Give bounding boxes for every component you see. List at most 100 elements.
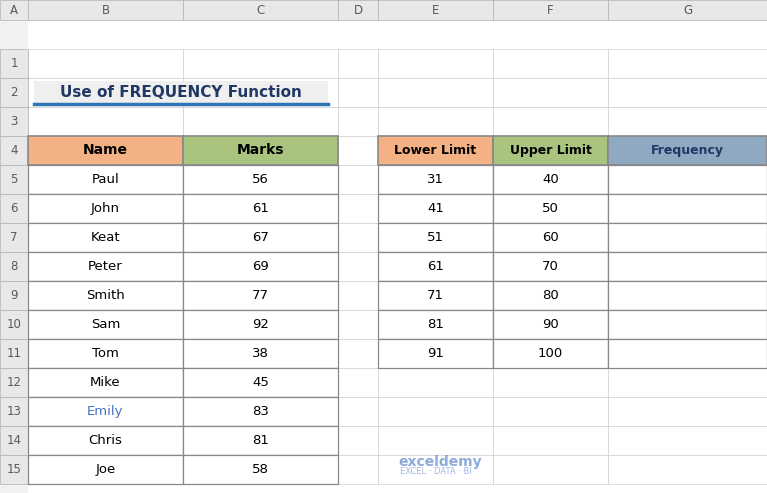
Bar <box>378 78 493 107</box>
Text: 81: 81 <box>252 434 269 447</box>
Bar <box>378 310 493 339</box>
Bar <box>0 281 28 310</box>
Text: 56: 56 <box>252 173 269 186</box>
Bar <box>28 136 183 165</box>
Bar <box>338 0 378 20</box>
Bar <box>338 78 378 107</box>
Bar <box>183 165 338 194</box>
Bar <box>28 78 183 107</box>
Bar <box>493 310 608 339</box>
Text: 45: 45 <box>252 376 269 389</box>
Bar <box>183 194 338 223</box>
Bar <box>338 426 378 455</box>
Text: 71: 71 <box>427 289 444 302</box>
Bar <box>0 455 28 484</box>
Bar <box>608 136 767 165</box>
Bar <box>338 368 378 397</box>
Bar <box>28 0 183 20</box>
Bar <box>608 368 767 397</box>
Text: 6: 6 <box>10 202 18 215</box>
Bar <box>183 339 338 368</box>
Bar <box>493 339 608 368</box>
Text: 80: 80 <box>542 289 559 302</box>
Text: 2: 2 <box>10 86 18 99</box>
Text: 40: 40 <box>542 173 559 186</box>
Bar <box>378 252 493 281</box>
Bar <box>608 339 767 368</box>
Text: 58: 58 <box>252 463 269 476</box>
Text: 91: 91 <box>427 347 444 360</box>
Bar <box>608 78 767 107</box>
Bar <box>338 339 378 368</box>
Bar <box>493 339 608 368</box>
Text: 83: 83 <box>252 405 269 418</box>
Bar <box>493 194 608 223</box>
Bar <box>608 252 767 281</box>
Bar <box>183 107 338 136</box>
Bar <box>378 455 493 484</box>
Bar <box>183 78 338 107</box>
Text: Marks: Marks <box>237 143 285 157</box>
Bar <box>0 0 28 20</box>
Bar <box>608 281 767 310</box>
Text: 38: 38 <box>252 347 269 360</box>
Text: 81: 81 <box>427 318 444 331</box>
Bar <box>28 223 183 252</box>
Bar <box>183 397 338 426</box>
Bar <box>493 252 608 281</box>
Bar <box>28 310 183 339</box>
Bar <box>28 368 183 397</box>
Bar <box>493 49 608 78</box>
Bar <box>183 426 338 455</box>
Text: Sam: Sam <box>91 318 120 331</box>
Bar <box>28 223 183 252</box>
Bar <box>608 252 767 281</box>
Bar <box>338 194 378 223</box>
Text: B: B <box>101 3 110 16</box>
Bar <box>378 339 493 368</box>
Text: Upper Limit: Upper Limit <box>509 144 591 157</box>
Text: 69: 69 <box>252 260 269 273</box>
Bar <box>28 426 183 455</box>
Text: 51: 51 <box>427 231 444 244</box>
Bar <box>338 455 378 484</box>
Bar <box>0 252 28 281</box>
Bar <box>183 165 338 194</box>
Bar <box>608 194 767 223</box>
Bar <box>183 223 338 252</box>
Text: John: John <box>91 202 120 215</box>
Bar <box>493 136 608 165</box>
Bar <box>493 281 608 310</box>
Bar <box>0 107 28 136</box>
Text: Chris: Chris <box>88 434 123 447</box>
Bar <box>28 165 183 194</box>
Bar <box>378 339 493 368</box>
Bar <box>28 194 183 223</box>
Text: Keat: Keat <box>91 231 120 244</box>
Text: C: C <box>256 3 265 16</box>
Text: 61: 61 <box>427 260 444 273</box>
Bar <box>338 252 378 281</box>
Bar <box>28 455 183 484</box>
Text: 50: 50 <box>542 202 559 215</box>
Bar <box>0 49 28 78</box>
Text: G: G <box>683 3 692 16</box>
Bar <box>493 281 608 310</box>
Bar <box>34 81 328 104</box>
Bar <box>183 310 338 339</box>
Bar <box>0 165 28 194</box>
Text: 60: 60 <box>542 231 559 244</box>
Text: Tom: Tom <box>92 347 119 360</box>
Bar <box>493 78 608 107</box>
Bar <box>183 281 338 310</box>
Bar <box>378 165 493 194</box>
Bar <box>28 252 183 281</box>
Text: 67: 67 <box>252 231 269 244</box>
Text: 77: 77 <box>252 289 269 302</box>
Bar <box>28 252 183 281</box>
Bar <box>378 281 493 310</box>
Text: 13: 13 <box>7 405 21 418</box>
Text: Name: Name <box>83 143 128 157</box>
Bar <box>378 281 493 310</box>
Bar <box>338 397 378 426</box>
